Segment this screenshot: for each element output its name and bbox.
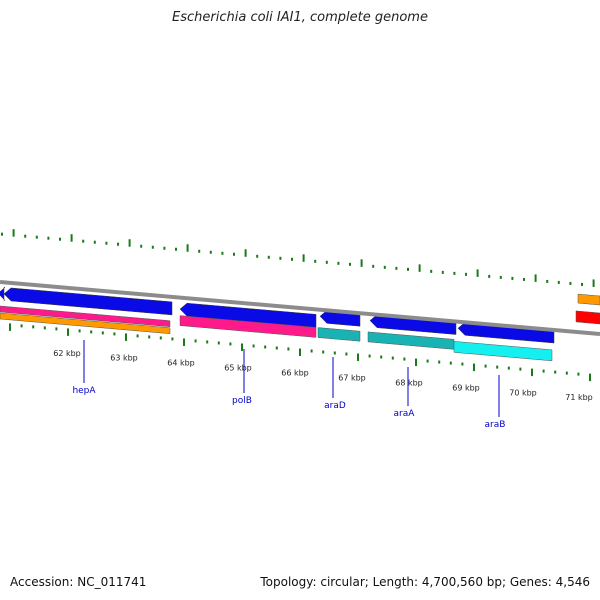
cds-arrow-polB[interactable] xyxy=(179,302,317,328)
accession-text: Accession: NC_011741 xyxy=(10,575,147,589)
feature-track xyxy=(0,287,600,362)
genome-backbone xyxy=(0,280,600,336)
ruler-label: 71 kbp xyxy=(565,393,593,402)
gene-band-hepA-2[interactable] xyxy=(0,312,171,335)
gene-band-right-orange[interactable] xyxy=(577,293,600,306)
ruler-label: 62 kbp xyxy=(53,349,81,358)
ruler-label: 64 kbp xyxy=(167,359,195,368)
ruler-label: 67 kbp xyxy=(338,374,366,383)
genome-summary-text: Topology: circular; Length: 4,700,560 bp… xyxy=(260,575,590,589)
gene-label-araA[interactable]: araA xyxy=(394,409,416,419)
gene-label-hepA[interactable]: hepA xyxy=(72,386,96,396)
map-title: Escherichia coli IAI1, complete genome xyxy=(172,10,428,25)
ruler-label: 70 kbp xyxy=(509,388,537,397)
cds-arrow-partial[interactable] xyxy=(0,287,6,301)
gene-label-araB[interactable]: araB xyxy=(485,420,506,430)
ruler-tick-track xyxy=(9,323,591,382)
gene-label-polB[interactable]: polB xyxy=(232,396,252,406)
gene-labels: hepA polB araD araA araB xyxy=(72,340,505,430)
gene-band-hepA[interactable] xyxy=(0,305,171,328)
ruler-label: 65 kbp xyxy=(224,364,252,373)
outer-tick-track xyxy=(1,229,595,287)
ruler-label: 69 kbp xyxy=(452,383,480,392)
ruler-label: 68 kbp xyxy=(395,378,423,387)
cds-arrow-hepA[interactable] xyxy=(3,287,173,316)
gene-band-araD[interactable] xyxy=(317,327,361,342)
gene-band-araA[interactable] xyxy=(367,331,455,350)
gene-label-araD[interactable]: araD xyxy=(324,401,346,411)
ruler-labels: 62 kbp 63 kbp 64 kbp 65 kbp 66 kbp 67 kbp 68 k… xyxy=(53,349,593,402)
gene-band-polB[interactable] xyxy=(179,315,317,338)
ruler-label: 63 kbp xyxy=(110,354,138,363)
gene-band-right-red[interactable] xyxy=(575,310,600,325)
ruler-label: 66 kbp xyxy=(281,369,309,378)
gene-band-araB[interactable] xyxy=(453,341,553,362)
